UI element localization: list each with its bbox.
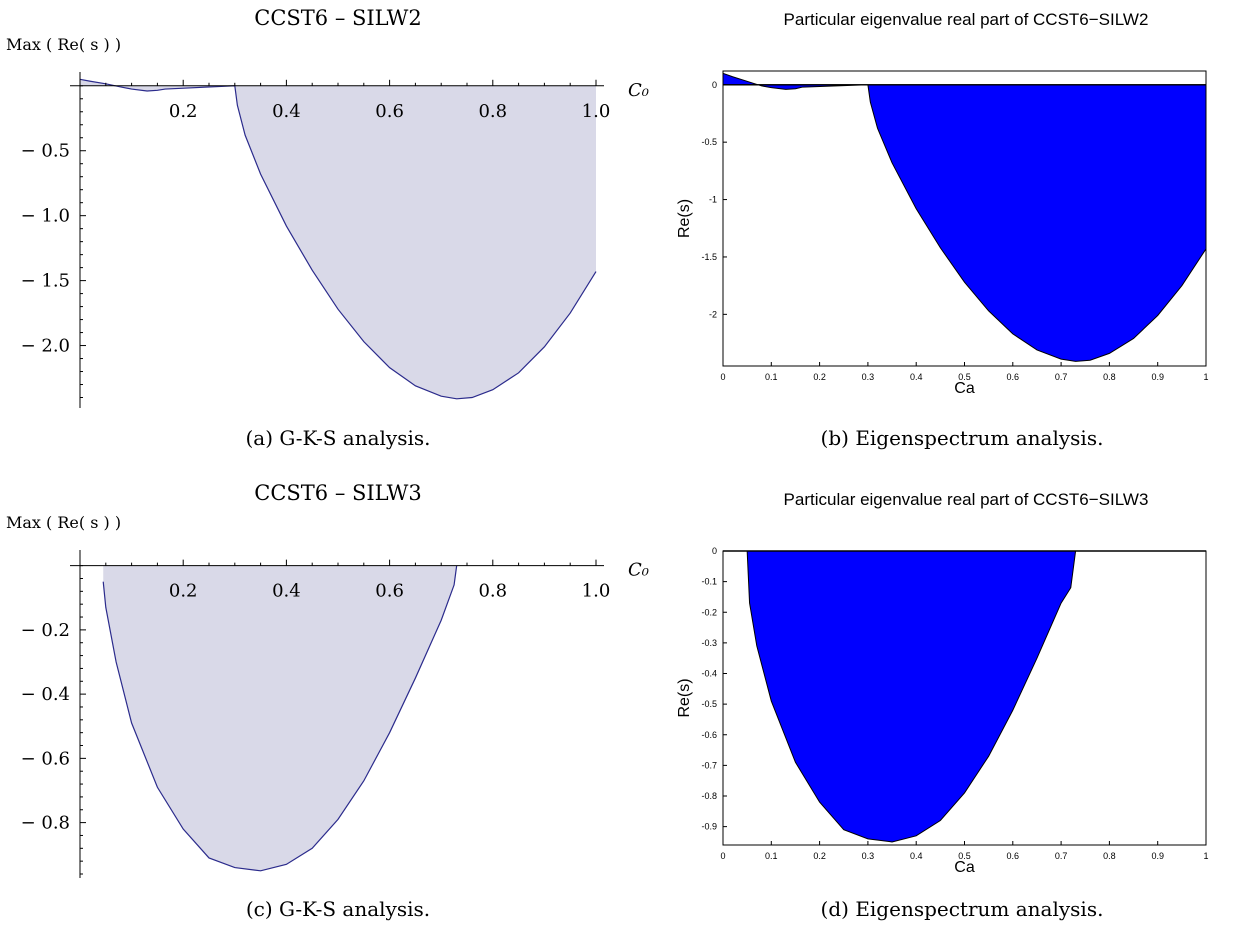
y-tick-label: − 2.0 (21, 336, 70, 357)
y-tick-label: -0.5 (701, 137, 717, 147)
y-tick-label: -0.9 (701, 822, 717, 832)
y-tick-label: -0.4 (701, 669, 717, 679)
chart-title: CCST6 – SILW3 (254, 481, 422, 505)
y-tick-label: -0.2 (701, 607, 717, 617)
area-fill (80, 79, 596, 399)
y-tick-label: − 1.5 (21, 271, 70, 292)
y-tick-label: -0.6 (701, 730, 717, 740)
caption-c: (c) G-K-S analysis. (246, 897, 430, 921)
x-tick-label: 0.8 (1103, 851, 1116, 861)
x-tick-label: 0.6 (375, 581, 404, 602)
x-tick-label: 0.2 (813, 851, 826, 861)
y-tick-label: -0.5 (701, 699, 717, 709)
y-axis-label: Re(s) (676, 199, 693, 238)
x-tick-label: 0.2 (169, 101, 198, 122)
x-tick-label: 1.0 (582, 581, 611, 602)
y-axis-label: Max ( Re( s ) ) (6, 513, 121, 532)
x-axis-label: C₀ (628, 80, 649, 101)
area-fill (103, 565, 457, 871)
x-tick-label: 0.7 (1055, 851, 1068, 861)
x-tick-label: 0.1 (765, 851, 778, 861)
x-tick-label: 0.2 (813, 372, 826, 382)
x-tick-label: 0.8 (478, 101, 507, 122)
y-tick-label: 0 (712, 546, 717, 556)
y-axis-label: Max ( Re( s ) ) (6, 35, 121, 54)
caption-d: (d) Eigenspectrum analysis. (821, 897, 1104, 921)
y-tick-label: − 0.6 (21, 748, 70, 769)
y-tick-label: 0 (712, 80, 717, 90)
y-tick-label: − 0.2 (21, 620, 70, 641)
x-tick-label: 0.5 (958, 372, 971, 382)
caption-a: (a) G-K-S analysis. (246, 426, 431, 450)
x-tick-label: 0.6 (375, 101, 404, 122)
y-tick-label: − 0.8 (21, 813, 70, 834)
chart-d: Particular eigenvalue real part of CCST6… (676, 490, 1209, 876)
y-axis-label: Re(s) (676, 678, 693, 717)
x-tick-label: 0.8 (1103, 372, 1116, 382)
y-tick-label: -0.1 (701, 577, 717, 587)
y-tick-label: − 1.0 (21, 206, 70, 227)
x-tick-label: 0 (720, 851, 725, 861)
x-tick-label: 0.3 (862, 851, 875, 861)
chart-b: Particular eigenvalue real part of CCST6… (676, 10, 1209, 397)
x-tick-label: 0.3 (862, 372, 875, 382)
x-tick-label: 0.8 (478, 581, 507, 602)
area-curve (102, 565, 458, 872)
y-tick-label: -1 (709, 195, 717, 205)
x-tick-label: 0.2 (169, 581, 198, 602)
x-tick-label: 0 (720, 372, 725, 382)
area-fill (746, 550, 1077, 843)
x-tick-label: 0.7 (1055, 372, 1068, 382)
y-tick-label: -0.8 (701, 791, 717, 801)
x-tick-label: 0.9 (1151, 851, 1164, 861)
chart-title: Particular eigenvalue real part of CCST6… (784, 490, 1149, 509)
caption-b: (b) Eigenspectrum analysis. (821, 426, 1104, 450)
x-tick-label: 0.4 (910, 851, 923, 861)
x-tick-label: 0.6 (1007, 372, 1020, 382)
x-axis-label: Ca (954, 859, 975, 876)
x-tick-label: 0.5 (958, 851, 971, 861)
x-tick-label: 0.4 (272, 581, 301, 602)
x-axis-label: Ca (954, 380, 975, 397)
x-tick-label: 0.6 (1007, 851, 1020, 861)
area-fill (722, 72, 1207, 362)
y-tick-label: -0.7 (701, 760, 717, 770)
y-tick-label: − 0.4 (21, 684, 70, 705)
y-tick-label: − 0.5 (21, 141, 70, 162)
x-tick-label: 1 (1203, 851, 1208, 861)
chart-title: Particular eigenvalue real part of CCST6… (784, 10, 1149, 29)
x-tick-label: 0.9 (1151, 372, 1164, 382)
x-tick-label: 0.1 (765, 372, 778, 382)
y-tick-label: -2 (709, 309, 717, 319)
chart-title: CCST6 – SILW2 (254, 6, 422, 30)
x-axis-label: C₀ (628, 560, 649, 581)
x-tick-label: 0.4 (272, 101, 301, 122)
area-curve (79, 78, 597, 400)
x-tick-label: 0.4 (910, 372, 923, 382)
x-tick-label: 1.0 (582, 101, 611, 122)
y-tick-label: -1.5 (701, 252, 717, 262)
chart-c: CCST6 – SILW3 Max ( Re( s ) ) 0.2 0.4 0.6 0.8… (6, 481, 649, 878)
y-tick-label: -0.3 (701, 638, 717, 648)
x-tick-label: 1 (1203, 372, 1208, 382)
chart-a: CCST6 – SILW2 Max ( Re( s ) ) 0.2 0.4 0.6 0.8… (6, 6, 649, 408)
